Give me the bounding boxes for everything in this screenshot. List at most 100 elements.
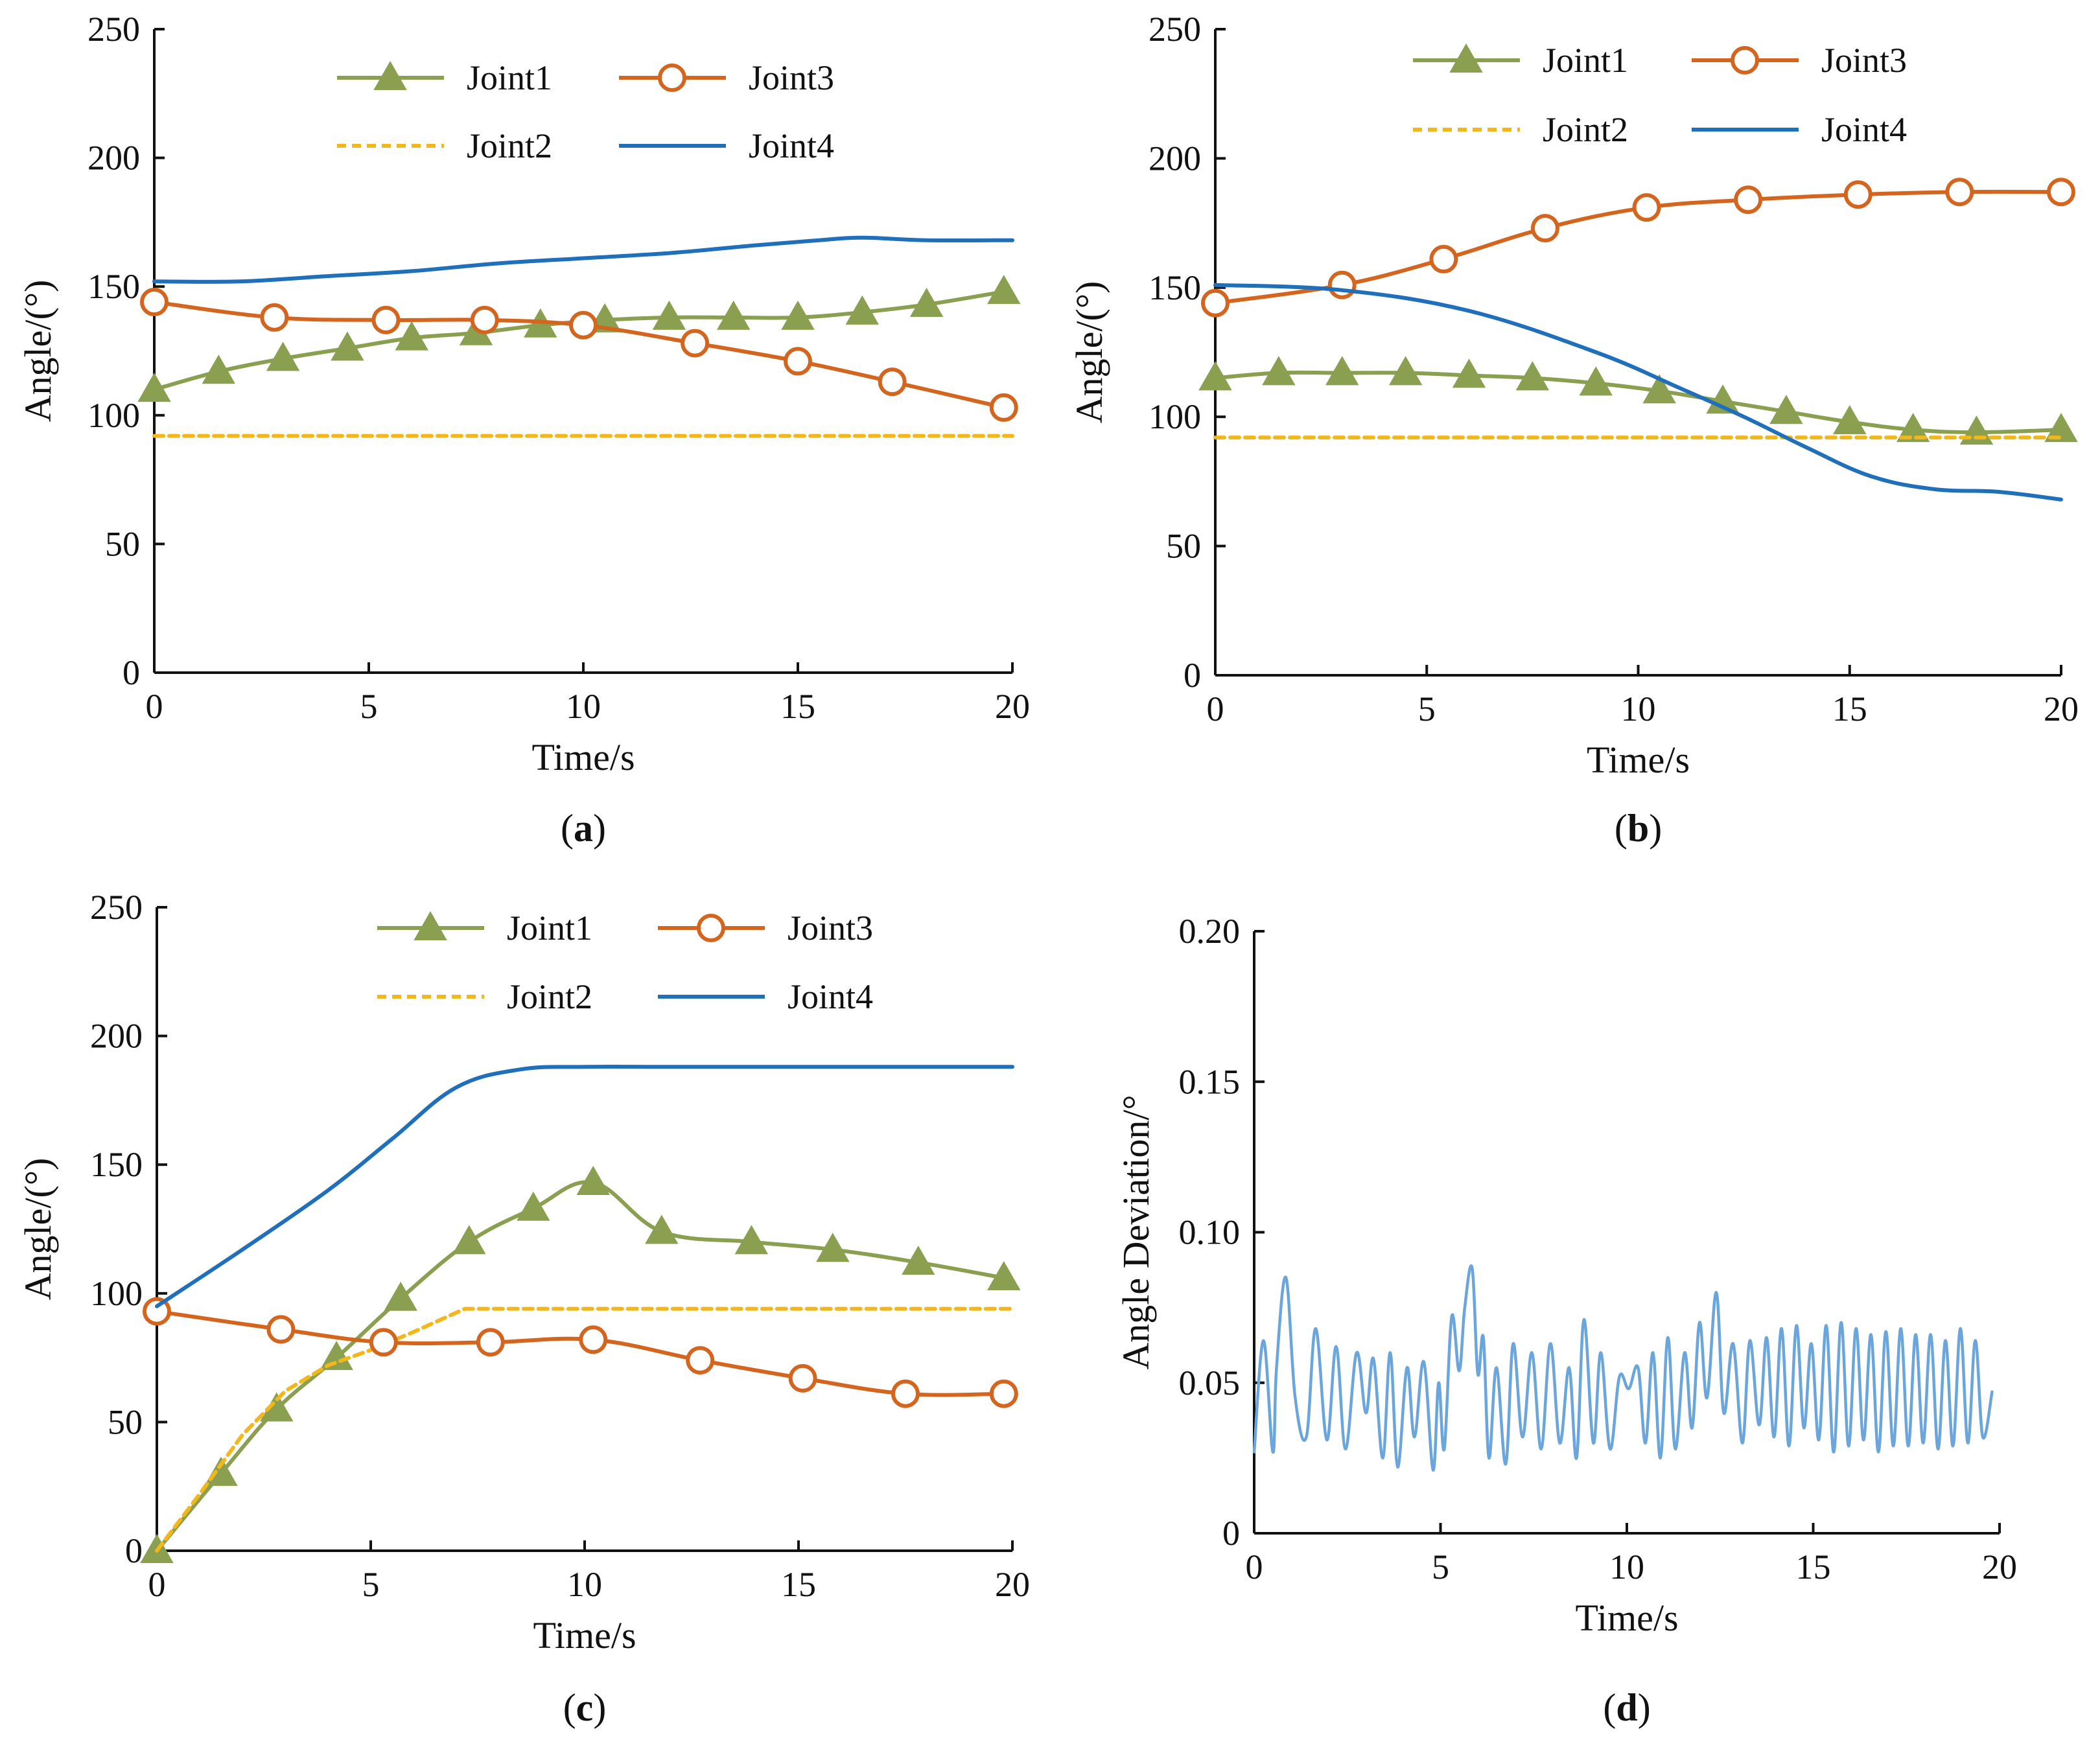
y-tick-label: 0.15: [1179, 1062, 1241, 1101]
data-point-joint1: [1262, 356, 1296, 386]
data-point-joint1: [1833, 405, 1867, 435]
legend-marker: [658, 64, 686, 92]
panel-label: (b): [1615, 807, 1662, 850]
data-point-joint1: [734, 1225, 769, 1255]
legend-label: Joint3: [749, 58, 834, 97]
legend-item-joint3: Joint3: [1692, 41, 1907, 80]
data-point-joint3: [1734, 185, 1763, 215]
x-tick-label: 10: [1609, 1548, 1644, 1586]
x-tick-label: 20: [995, 687, 1030, 726]
x-tick-label: 15: [1832, 690, 1867, 728]
y-tick-label: 0.10: [1179, 1213, 1241, 1252]
series-line-joint4: [1213, 283, 2063, 502]
data-point-joint3: [1632, 193, 1661, 222]
y-tick-label: 0.20: [1179, 912, 1241, 951]
legend-item-joint1: Joint1: [377, 909, 592, 947]
legend-label: Joint2: [507, 977, 592, 1016]
legend-label: Joint1: [507, 909, 592, 947]
data-point-joint1: [909, 287, 944, 318]
data-point-joint3: [371, 305, 401, 334]
y-tick-label: 50: [105, 524, 140, 563]
x-tick-label: 10: [566, 687, 601, 726]
data-point-joint3: [989, 1379, 1018, 1408]
data-point-joint1: [1706, 384, 1740, 414]
y-tick-label: 200: [90, 1017, 143, 1056]
data-point-joint1: [987, 275, 1021, 305]
data-point-joint3: [1201, 288, 1230, 318]
legend-marker: [1731, 46, 1759, 75]
x-axis-label: Time/s: [1575, 1597, 1678, 1639]
data-point-joint1: [902, 1246, 935, 1275]
data-point-joint1: [1896, 413, 1930, 443]
data-point-joint1: [452, 1225, 486, 1255]
y-tick-label: 100: [90, 1274, 143, 1313]
data-point-joint1: [1452, 358, 1486, 388]
data-point-joint1: [1642, 374, 1676, 404]
data-point-joint3: [476, 1328, 505, 1357]
x-tick-label: 5: [362, 1565, 380, 1604]
data-point-joint3: [686, 1346, 715, 1375]
legend-item-joint1: Joint1: [1413, 41, 1628, 80]
legend-item-joint1: Joint1: [337, 58, 552, 97]
data-point-joint1: [331, 331, 364, 361]
legend-marker: [414, 910, 447, 940]
x-axis-label: Time/s: [533, 1614, 636, 1656]
data-point-joint1: [1388, 356, 1423, 386]
panel-d-chart: 0 5 10 15 20 0 0.05 0.10 0.15 0.20 Time/s Angle Dev…: [1115, 912, 2017, 1729]
legend-item-joint4: Joint4: [1692, 110, 1907, 149]
panel-c-chart: 0 5 10 15 20050100150200250Time/sAngle/(°)(c…: [17, 888, 1030, 1729]
data-point-joint1: [652, 300, 686, 330]
x-tick-label: 5: [360, 687, 378, 726]
legend-label: Joint4: [788, 977, 873, 1016]
x-tick-label: 20: [2044, 690, 2079, 728]
y-tick-label: 250: [88, 10, 140, 49]
y-tick-label: 0: [125, 1531, 143, 1570]
legend-label: Joint2: [467, 126, 552, 165]
data-point-joint3: [260, 303, 289, 332]
x-tick-label: 5: [1432, 1548, 1449, 1586]
data-point-joint3: [1945, 178, 1974, 207]
x-tick-label: 0: [148, 1565, 166, 1604]
data-point-joint3: [2047, 178, 2075, 207]
panel-a-chart: 0 5 10 15 20050100150200250Time/sAngle/(°)(a…: [17, 10, 1030, 850]
data-point-joint3: [143, 1297, 171, 1326]
data-point-joint1: [320, 1341, 353, 1371]
data-point-joint3: [784, 347, 812, 376]
series-line-joint1: [155, 1180, 1006, 1553]
y-tick-label: 250: [1149, 10, 1201, 49]
x-tick-label: 20: [1982, 1548, 2017, 1586]
data-point-joint3: [1429, 244, 1458, 273]
data-point-joint3: [266, 1315, 296, 1344]
legend-item-joint3: Joint3: [619, 58, 834, 97]
legend-item-joint2: Joint2: [1413, 110, 1628, 149]
y-tick-label: 50: [1166, 527, 1201, 566]
data-point-joint1: [1579, 366, 1613, 396]
y-axis-label: Angle Deviation/°: [1115, 1095, 1157, 1369]
legend-label: Joint3: [1821, 41, 1907, 80]
legend-marker: [1449, 43, 1483, 73]
y-tick-label: 100: [88, 396, 140, 435]
data-point-joint1: [384, 1281, 417, 1311]
data-point-joint3: [569, 310, 598, 340]
data-point-joint1: [816, 1233, 850, 1262]
data-point-joint1: [202, 354, 236, 384]
y-tick-label: 150: [90, 1145, 143, 1184]
data-point-joint1: [716, 300, 751, 330]
data-point-joint1: [517, 1191, 550, 1221]
legend-label: Joint1: [1543, 41, 1628, 80]
legend-label: Joint1: [467, 58, 552, 97]
x-tick-label: 0: [1207, 690, 1224, 728]
data-point-joint3: [1327, 270, 1357, 299]
data-point-joint1: [645, 1214, 679, 1244]
series-line-joint4: [155, 1064, 1014, 1308]
data-point-joint3: [1530, 214, 1559, 243]
data-point-joint1: [137, 373, 171, 402]
data-point-joint3: [1843, 180, 1872, 209]
data-point-joint1: [576, 1165, 610, 1195]
y-tick-label: 0: [122, 653, 140, 692]
x-tick-label: 5: [1418, 690, 1436, 728]
y-axis-label: Angle/(°): [17, 280, 59, 423]
y-tick-label: 0: [1184, 656, 1201, 695]
y-tick-label: 0: [1222, 1514, 1240, 1553]
y-tick-label: 150: [88, 267, 140, 306]
